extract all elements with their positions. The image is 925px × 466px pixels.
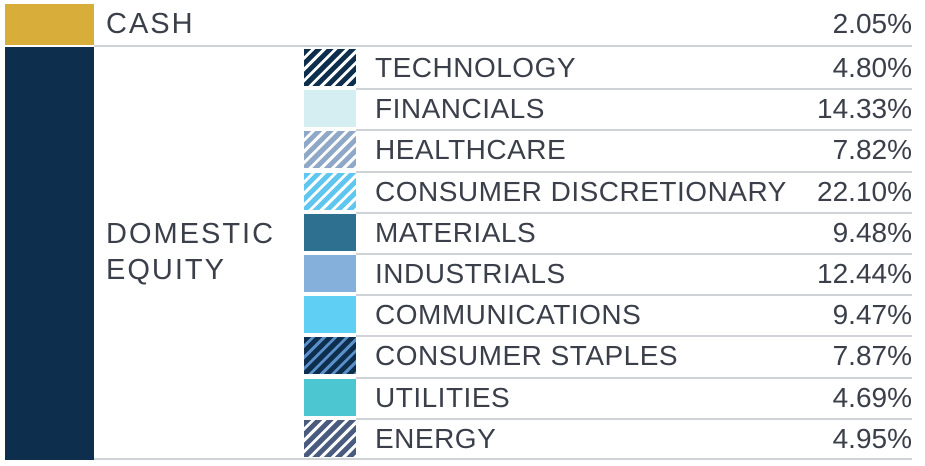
row-divider [356,88,912,91]
domestic-equity-color-bar [5,47,94,460]
sector-value: 9.48% [832,216,912,248]
sector-row: INDUSTRIALS 12.44% [304,254,912,293]
sector-swatch [304,296,356,334]
sector-row: MATERIALS 9.48% [304,213,912,252]
sector-value: 7.87% [832,340,912,372]
sector-value: 9.47% [832,299,912,331]
sector-swatch [304,255,356,292]
sector-row: HEALTHCARE 7.82% [304,130,912,169]
sector-row: ENERGY 4.95% [304,419,912,458]
sector-value: 14.33% [817,93,912,125]
sector-name: ENERGY [375,422,497,454]
cash-value: 2.05% [832,8,912,39]
sector-swatch [304,172,356,210]
sector-row: FINANCIALS 14.33% [304,89,912,128]
sector-name: CONSUMER DISCRETIONARY [375,175,787,207]
bottom-divider [94,458,912,460]
row-divider [356,294,912,297]
sector-name: CONSUMER STAPLES [375,340,679,372]
sector-value: 22.10% [817,175,912,207]
row-divider [356,376,912,379]
domestic-equity-label-line-1: DOMESTIC [106,218,276,250]
sector-swatch [304,378,356,416]
sector-name: MATERIALS [375,216,537,248]
sector-swatch [304,419,356,457]
cash-label: CASH [106,8,195,40]
sector-name: TECHNOLOGY [375,52,577,83]
sector-swatch [304,90,356,128]
sector-value: 4.80% [832,52,912,83]
sector-name: FINANCIALS [375,93,545,125]
sector-row: CONSUMER DISCRETIONARY 22.10% [304,172,912,211]
sector-name: COMMUNICATIONS [375,299,642,331]
domestic-equity-label: DOMESTIC EQUITY [106,216,275,288]
row-divider [356,211,912,214]
sector-row: COMMUNICATIONS 9.47% [304,295,912,334]
domestic-equity-label-line-2: EQUITY [106,254,226,286]
sector-swatch [304,49,356,86]
sector-value: 12.44% [817,258,912,289]
sector-name: INDUSTRIALS [375,258,566,289]
sector-swatch [304,131,356,169]
cash-divider [94,45,912,47]
sector-row: CONSUMER STAPLES 7.87% [304,336,912,375]
row-divider [356,129,912,132]
row-divider [356,170,912,173]
sector-value: 7.82% [832,134,912,166]
sector-name: UTILITIES [375,381,511,413]
row-divider [356,335,912,338]
row-divider [356,417,912,420]
sector-value: 4.95% [832,422,912,454]
sector-value: 4.69% [832,381,912,413]
sector-row: TECHNOLOGY 4.80% [304,48,912,87]
sector-swatch [304,337,356,375]
sector-name: HEALTHCARE [375,134,567,166]
cash-color-bar [5,4,94,45]
sector-swatch [304,213,356,251]
row-divider [356,253,912,255]
sector-row: UTILITIES 4.69% [304,378,912,417]
